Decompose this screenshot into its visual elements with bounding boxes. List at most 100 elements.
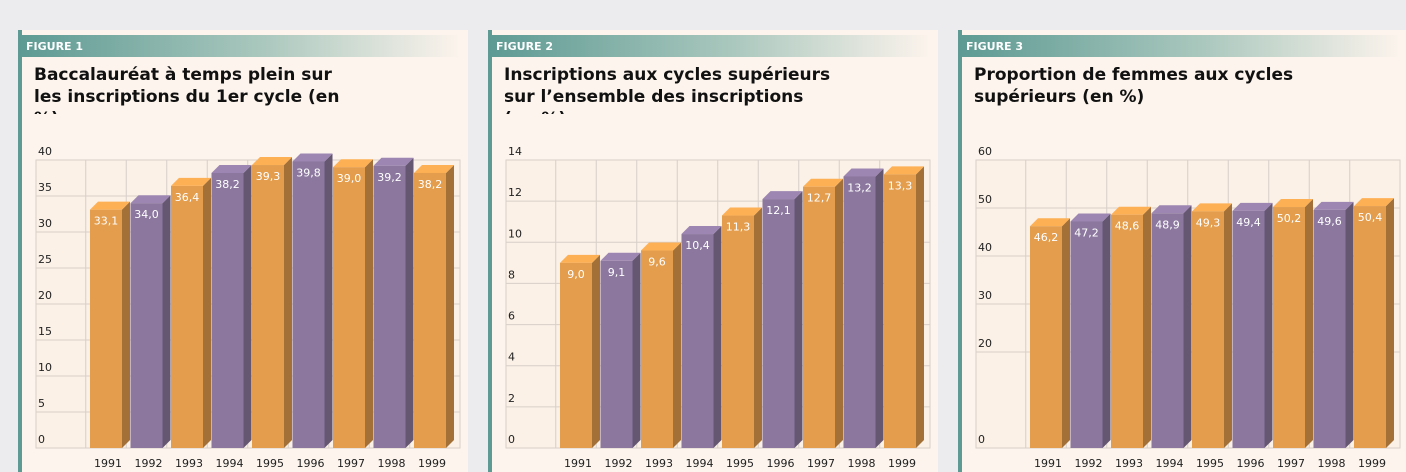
- bar-top: [722, 207, 762, 216]
- bar: [333, 167, 365, 448]
- bar-side: [405, 157, 414, 448]
- bar: [600, 260, 633, 448]
- figure-label: FIGURE 2: [496, 40, 553, 53]
- x-tick-label: 1991: [1034, 457, 1062, 470]
- value-label: 38,2: [418, 178, 443, 191]
- bar-side: [446, 164, 454, 448]
- bar-side: [324, 153, 333, 448]
- bar-top: [1111, 206, 1151, 215]
- x-tick-label: 1995: [256, 457, 284, 470]
- value-label: 36,4: [175, 191, 200, 204]
- bar-side: [794, 191, 803, 449]
- value-label: 48,6: [1115, 220, 1140, 233]
- x-tick-label: 1993: [175, 457, 203, 470]
- bar-side: [632, 252, 641, 448]
- value-label: 46,2: [1034, 231, 1059, 244]
- bar: [1151, 213, 1184, 448]
- y-tick-label: 10: [38, 361, 52, 374]
- figure-header: [958, 35, 1398, 57]
- bar: [1273, 207, 1305, 448]
- x-tick-label: 1994: [1156, 457, 1184, 470]
- x-tick-label: 1998: [1318, 457, 1346, 470]
- title-box: Proportion de femmes aux cycles supérieu…: [974, 65, 1293, 107]
- x-tick-label: 1992: [1075, 457, 1103, 470]
- value-label: 34,0: [134, 208, 159, 221]
- bar: [560, 262, 592, 448]
- x-tick-label: 1999: [888, 457, 916, 470]
- bar-side: [713, 226, 722, 448]
- bar-side: [875, 168, 884, 448]
- bar-side: [1143, 206, 1151, 448]
- value-label: 49,4: [1236, 216, 1261, 229]
- x-tick-label: 1995: [726, 457, 754, 470]
- y-tick-label: 20: [38, 289, 52, 302]
- x-tick-label: 1995: [1196, 457, 1224, 470]
- value-label: 47,2: [1074, 226, 1099, 239]
- bar-side: [1305, 199, 1313, 448]
- bar-top: [292, 153, 333, 162]
- value-label: 33,1: [94, 215, 119, 228]
- bar: [1313, 209, 1346, 448]
- value-label: 39,0: [337, 172, 362, 185]
- bar: [1354, 206, 1386, 448]
- y-tick-label: 30: [38, 217, 52, 230]
- value-label: 13,2: [847, 181, 872, 194]
- x-tick-label: 1994: [686, 457, 714, 470]
- y-tick-label: 12: [508, 186, 522, 199]
- value-label: 12,1: [766, 204, 791, 217]
- value-label: 9,6: [648, 256, 666, 269]
- value-label: 50,4: [1358, 211, 1383, 224]
- bar-side: [673, 242, 681, 448]
- bar-top: [843, 168, 884, 177]
- x-tick-label: 1998: [848, 457, 876, 470]
- bar-top: [1273, 199, 1313, 208]
- chart-title: Inscriptions aux cycles supérieurs sur l…: [504, 65, 831, 114]
- bar-side: [1386, 198, 1394, 448]
- y-tick-label: 5: [38, 397, 45, 410]
- bar: [1030, 226, 1062, 448]
- panel-stripe: [958, 30, 962, 472]
- figure-header: [18, 35, 458, 57]
- bar-top: [90, 201, 130, 210]
- bar-side: [754, 207, 762, 448]
- value-label: 48,9: [1155, 218, 1180, 231]
- bar: [130, 203, 163, 448]
- y-tick-label: 0: [38, 433, 45, 446]
- bar-top: [1030, 218, 1070, 227]
- bar-top: [252, 157, 292, 166]
- y-tick-label: 60: [978, 145, 992, 158]
- x-tick-label: 1991: [94, 457, 122, 470]
- bar: [722, 215, 754, 448]
- value-label: 39,3: [256, 170, 281, 183]
- value-label: 9,0: [567, 268, 585, 281]
- bar-top: [803, 178, 843, 187]
- x-tick-label: 1993: [1115, 457, 1143, 470]
- bar-side: [1224, 203, 1232, 448]
- bar-top: [171, 177, 211, 186]
- bar-top: [1232, 202, 1273, 211]
- y-tick-label: 50: [978, 193, 992, 206]
- value-label: 38,2: [215, 178, 240, 191]
- panel-stripe: [488, 30, 492, 472]
- x-tick-label: 1998: [378, 457, 406, 470]
- bar: [1111, 214, 1143, 448]
- value-label: 50,2: [1277, 212, 1302, 225]
- bar-top: [560, 254, 600, 263]
- y-tick-label: 20: [978, 337, 992, 350]
- y-tick-label: 25: [38, 253, 52, 266]
- bar-side: [1062, 218, 1070, 448]
- x-tick-label: 1996: [297, 457, 325, 470]
- y-tick-label: 35: [38, 181, 52, 194]
- bar: [1070, 221, 1103, 448]
- x-tick-label: 1996: [1237, 457, 1265, 470]
- y-tick-label: 15: [38, 325, 52, 338]
- x-tick-label: 1996: [767, 457, 795, 470]
- title-box: Baccalauréat à temps plein sur les inscr…: [34, 65, 339, 114]
- bar-top: [681, 226, 722, 235]
- bar-side: [162, 195, 171, 448]
- bar-side: [592, 254, 600, 448]
- y-tick-label: 40: [978, 241, 992, 254]
- bar: [292, 161, 325, 448]
- value-label: 39,8: [296, 166, 321, 179]
